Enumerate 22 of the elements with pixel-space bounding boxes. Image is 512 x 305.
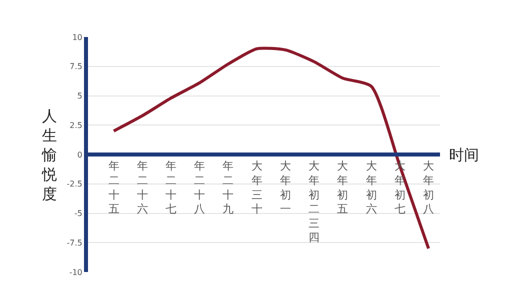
x-tick-label: 年二十五 bbox=[108, 160, 120, 216]
x-tick-label: 年二十六 bbox=[136, 160, 148, 216]
y-tick-label: 0 bbox=[77, 150, 82, 160]
x-tick-label: 年二十八 bbox=[194, 160, 206, 216]
x-tick-label: 大年初五 bbox=[337, 160, 348, 216]
x-tick-label: 大年初八 bbox=[423, 160, 434, 216]
y-axis-title: 人生愉悦度 bbox=[41, 107, 57, 203]
y-tick-label: 2.5 bbox=[70, 120, 82, 130]
x-tick-label: 大年初二三四 bbox=[308, 160, 320, 244]
y-tick-label: 7.5 bbox=[70, 62, 82, 72]
y-tick-label: -10 bbox=[69, 268, 82, 277]
y-tick-label: -2.5 bbox=[66, 180, 82, 189]
y-tick-label: -5 bbox=[74, 209, 82, 218]
y-tick-label: 5 bbox=[77, 92, 82, 101]
x-tick-label: 年二十七 bbox=[165, 160, 176, 216]
x-axis-title: 时间 bbox=[449, 146, 479, 164]
y-tick-label: 10 bbox=[72, 32, 82, 42]
y-tick-label: -7.5 bbox=[66, 238, 82, 248]
x-tick-label: 大年初一 bbox=[280, 160, 291, 216]
x-tick-label: 大年初六 bbox=[366, 160, 377, 216]
x-tick-label: 年二十九 bbox=[222, 160, 234, 216]
x-tick-label: 大年三十 bbox=[251, 160, 262, 216]
